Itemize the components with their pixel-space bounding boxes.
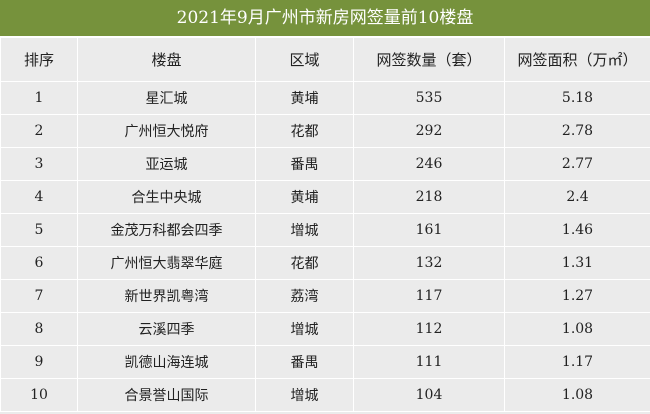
table-row: 8 云溪四季 增城 112 1.08 bbox=[0, 312, 650, 346]
cell-area: 1.27 bbox=[504, 279, 650, 313]
cell-district: 黄埔 bbox=[255, 81, 354, 115]
cell-district: 花都 bbox=[255, 114, 354, 148]
table-row: 6 广州恒大翡翠华庭 花都 132 1.31 bbox=[0, 246, 650, 280]
cell-rank: 7 bbox=[0, 279, 78, 313]
cell-units: 104 bbox=[353, 378, 505, 412]
table-row: 7 新世界凯粤湾 荔湾 117 1.27 bbox=[0, 279, 650, 313]
cell-units: 161 bbox=[353, 213, 505, 247]
cell-district: 荔湾 bbox=[255, 279, 354, 313]
header-units: 网签数量（套） bbox=[353, 37, 505, 82]
cell-rank: 4 bbox=[0, 180, 78, 214]
table-row: 10 合景誉山国际 增城 104 1.08 bbox=[0, 378, 650, 412]
cell-area: 2.78 bbox=[504, 114, 650, 148]
cell-project: 广州恒大翡翠华庭 bbox=[77, 246, 256, 280]
table-title: 2021年9月广州市新房网签量前10楼盘 bbox=[0, 0, 650, 37]
table-row: 1 星汇城 黄埔 535 5.18 bbox=[0, 81, 650, 115]
cell-project: 云溪四季 bbox=[77, 312, 256, 346]
cell-area: 1.31 bbox=[504, 246, 650, 280]
cell-rank: 2 bbox=[0, 114, 78, 148]
cell-project: 金茂万科都会四季 bbox=[77, 213, 256, 247]
cell-district: 增城 bbox=[255, 312, 354, 346]
cell-rank: 9 bbox=[0, 345, 78, 379]
cell-rank: 3 bbox=[0, 147, 78, 181]
cell-district: 增城 bbox=[255, 378, 354, 412]
cell-area: 1.17 bbox=[504, 345, 650, 379]
cell-project: 合景誉山国际 bbox=[77, 378, 256, 412]
header-rank: 排序 bbox=[0, 37, 78, 82]
cell-area: 2.77 bbox=[504, 147, 650, 181]
cell-area: 1.46 bbox=[504, 213, 650, 247]
cell-units: 218 bbox=[353, 180, 505, 214]
cell-rank: 1 bbox=[0, 81, 78, 115]
cell-district: 增城 bbox=[255, 213, 354, 247]
header-area: 网签面积（万㎡） bbox=[504, 37, 650, 82]
cell-project: 凯德山海连城 bbox=[77, 345, 256, 379]
cell-rank: 5 bbox=[0, 213, 78, 247]
cell-area: 1.08 bbox=[504, 312, 650, 346]
cell-units: 535 bbox=[353, 81, 505, 115]
cell-units: 117 bbox=[353, 279, 505, 313]
cell-district: 番禺 bbox=[255, 147, 354, 181]
table-row: 5 金茂万科都会四季 增城 161 1.46 bbox=[0, 213, 650, 247]
cell-project: 星汇城 bbox=[77, 81, 256, 115]
cell-area: 2.4 bbox=[504, 180, 650, 214]
header-district: 区域 bbox=[255, 37, 354, 82]
cell-district: 花都 bbox=[255, 246, 354, 280]
cell-rank: 8 bbox=[0, 312, 78, 346]
cell-project: 亚运城 bbox=[77, 147, 256, 181]
header-row: 排序 楼盘 区域 网签数量（套） 网签面积（万㎡） bbox=[0, 37, 650, 82]
cell-units: 246 bbox=[353, 147, 505, 181]
cell-units: 132 bbox=[353, 246, 505, 280]
table-row: 3 亚运城 番禺 246 2.77 bbox=[0, 147, 650, 181]
header-project: 楼盘 bbox=[77, 37, 256, 82]
cell-area: 1.08 bbox=[504, 378, 650, 412]
cell-project: 合生中央城 bbox=[77, 180, 256, 214]
table-row: 4 合生中央城 黄埔 218 2.4 bbox=[0, 180, 650, 214]
cell-project: 广州恒大悦府 bbox=[77, 114, 256, 148]
cell-units: 112 bbox=[353, 312, 505, 346]
cell-area: 5.18 bbox=[504, 81, 650, 115]
table-row: 9 凯德山海连城 番禺 111 1.17 bbox=[0, 345, 650, 379]
cell-project: 新世界凯粤湾 bbox=[77, 279, 256, 313]
cell-rank: 10 bbox=[0, 378, 78, 412]
cell-district: 黄埔 bbox=[255, 180, 354, 214]
cell-units: 111 bbox=[353, 345, 505, 379]
cell-district: 番禺 bbox=[255, 345, 354, 379]
cell-rank: 6 bbox=[0, 246, 78, 280]
table-row: 2 广州恒大悦府 花都 292 2.78 bbox=[0, 114, 650, 148]
ranking-table: 排序 楼盘 区域 网签数量（套） 网签面积（万㎡） 1 星汇城 黄埔 535 5.18 2 广州恒大… bbox=[0, 37, 650, 412]
cell-units: 292 bbox=[353, 114, 505, 148]
